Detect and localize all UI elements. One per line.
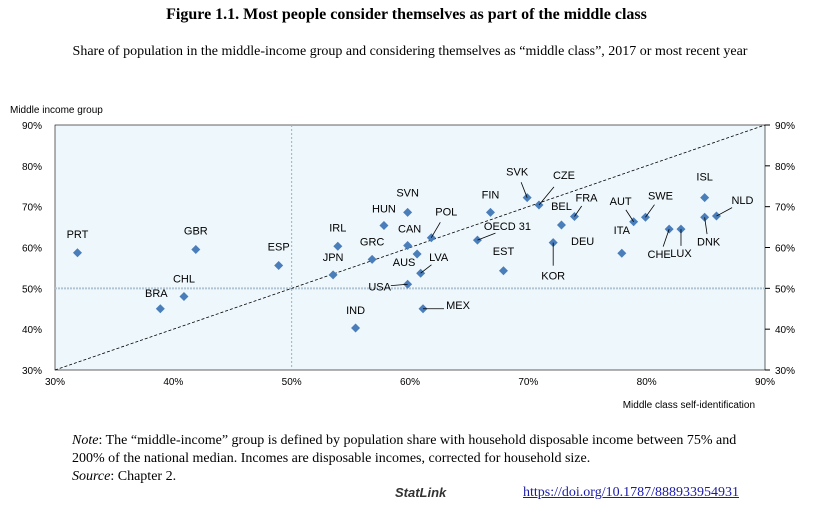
source-text: : Chapter 2. [110, 469, 177, 484]
leader-line [390, 283, 408, 287]
source: Source: Chapter 2. [72, 468, 176, 486]
point-label: USA [368, 281, 391, 293]
point-label: GBR [184, 226, 208, 238]
point-label: HUN [372, 203, 396, 215]
leader-line [477, 232, 496, 241]
point-label: SVK [506, 167, 529, 179]
source-label: Source [72, 469, 111, 484]
data-point-gbr [191, 245, 201, 255]
point-label: FRA [575, 192, 598, 204]
doi-link[interactable]: https://doi.org/10.1787/888933954931 [523, 485, 739, 500]
y-tick-label-left: 70% [22, 203, 42, 214]
point-label: ESP [268, 241, 290, 253]
point-label: EST [493, 246, 515, 258]
point-label: NLD [731, 195, 753, 207]
leader-line [662, 228, 670, 247]
point-label: SWE [648, 190, 673, 202]
y-tick-label-right: 60% [775, 244, 795, 255]
y-tick-label-left: 80% [22, 162, 42, 173]
y-tick-label-right: 80% [775, 162, 795, 173]
x-tick-label: 40% [163, 377, 183, 388]
data-point-can [403, 240, 413, 250]
point-label: LVA [429, 252, 449, 264]
point-label: AUS [393, 257, 416, 269]
data-point-grc [367, 254, 377, 264]
point-label: KOR [541, 271, 565, 283]
point-label: IRL [329, 222, 346, 234]
point-label: CHE [648, 249, 671, 261]
y-axis-label: Middle income group [10, 105, 103, 116]
data-point-prt [72, 248, 82, 258]
point-label: IND [346, 305, 365, 317]
point-label: CZE [553, 170, 575, 182]
point-label: DNK [697, 236, 721, 248]
leader-line [520, 182, 528, 198]
figure-title: Figure 1.1. Most people consider themsel… [166, 6, 647, 23]
data-point-bel [556, 220, 566, 230]
point-label: JPN [323, 252, 344, 264]
y-tick-label-left: 30% [22, 366, 42, 377]
leader-line [430, 222, 441, 238]
x-tick-label: 80% [637, 377, 657, 388]
y-tick-label-right: 50% [775, 284, 795, 295]
note-text: : The “middle-income” group is defined b… [72, 433, 737, 466]
data-point-chl [179, 292, 189, 301]
x-tick-label: 60% [400, 377, 420, 388]
point-label: OECD 31 [484, 221, 531, 233]
point-label: ITA [614, 225, 631, 237]
data-point-aus [412, 249, 422, 259]
y-tick-label-left: 50% [22, 284, 42, 295]
point-label: DEU [571, 236, 594, 248]
point-label: BEL [551, 201, 572, 213]
note: Note: The “middle-income” group is defin… [72, 432, 772, 468]
data-point-jpn [328, 270, 338, 280]
point-label: POL [435, 207, 457, 219]
figure-subtitle: Share of population in the middle-income… [72, 44, 748, 59]
leader-line [716, 207, 733, 217]
y-tick-label-right: 40% [775, 325, 795, 336]
leader-line [704, 217, 708, 235]
data-point-ind [351, 323, 361, 333]
point-label: GRC [360, 236, 385, 248]
data-point-fin [485, 207, 495, 217]
data-point-est [498, 266, 508, 276]
x-tick-label: 30% [45, 377, 65, 388]
x-tick-label: 50% [282, 377, 302, 388]
y-tick-label-left: 60% [22, 244, 42, 255]
y-tick-label-left: 40% [22, 325, 42, 336]
x-axis-label: Middle class self-identification [623, 400, 755, 411]
data-point-esp [274, 260, 284, 270]
x-tick-label: 90% [755, 377, 775, 388]
y-tick-label-right: 30% [775, 366, 795, 377]
point-label: FIN [482, 189, 500, 201]
point-label: MEX [446, 300, 471, 312]
point-label: BRA [145, 288, 168, 300]
data-point-bra [155, 304, 165, 314]
leader-line [538, 186, 555, 206]
leader-line [574, 205, 583, 217]
y-tick-label-left: 90% [22, 121, 42, 132]
point-label: AUT [610, 196, 632, 208]
leader-line [420, 264, 432, 274]
point-label: CHL [173, 274, 195, 286]
data-point-ita [617, 248, 627, 258]
data-point-svn [403, 207, 413, 217]
leader-line [625, 209, 634, 222]
data-point-hun [379, 220, 389, 230]
x-tick-label: 70% [518, 377, 538, 388]
point-label: CAN [398, 223, 421, 235]
point-label: LUX [670, 248, 692, 260]
statlink-logo: StatLink [395, 485, 447, 500]
data-point-irl [333, 241, 343, 251]
scatter-chart: 30% 40% 50% 60% 70% 80% 90%30% 30%40% 40%50% 50%6… [10, 105, 795, 411]
point-label: SVN [396, 187, 419, 199]
leader-line [645, 204, 655, 218]
point-label: ISL [696, 172, 713, 184]
point-label: PRT [67, 229, 89, 241]
y-tick-label-right: 70% [775, 203, 795, 214]
y-tick-label-right: 90% [775, 121, 795, 132]
note-label: Note [72, 433, 99, 448]
data-point-isl [700, 193, 710, 203]
